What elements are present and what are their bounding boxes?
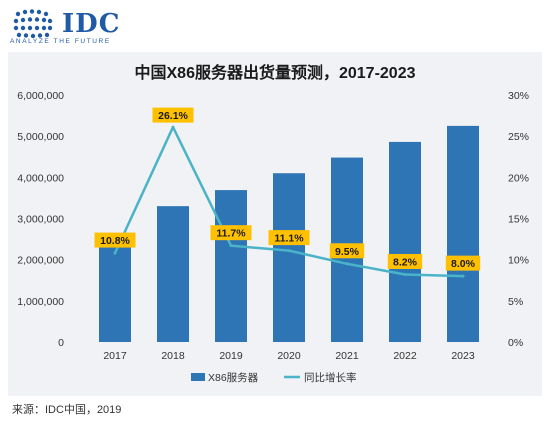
x-tick-label: 2018 [161,350,185,362]
bar [215,190,247,342]
bar [99,232,131,342]
data-label-text: 11.1% [274,233,304,245]
data-label: 8.2% [387,253,423,269]
line-point [113,251,117,255]
y-right-tick-label: 0% [508,337,523,349]
data-labels: 10.8% 26.1% 11.7% 11.1% 9.5% 8.2% 8.0% [94,107,481,271]
y-left-tick-label: 3,000,000 [17,214,64,226]
line-series [113,125,465,278]
legend: X86服务器 同比增长率 [191,371,357,384]
x-tick-label: 2017 [103,350,127,362]
data-label-box [329,243,365,259]
data-label: 11.1% [268,230,310,246]
bar [389,141,421,342]
y-left-tick-label: 5,000,000 [17,131,64,143]
legend-bar-label: X86服务器 [208,371,259,384]
x-tick-label: 2021 [335,350,359,362]
y-axis-left: 0 1,000,000 2,000,000 3,000,000 4,000,000 5,0… [17,90,64,349]
x-axis: 2017 2018 2019 2020 2021 2022 2023 [103,350,475,362]
chart-panel: 中国X86服务器出货量预测，2017-2023 0 1,000,000 2,000,… [8,52,542,396]
data-label-box [210,225,252,241]
y-left-tick-label: 0 [58,337,64,349]
y-right-tick-label: 30% [508,90,529,102]
idc-logo: IDC ANALYZE THE FUTURE [10,6,160,46]
data-label-text: 8.2% [393,256,418,268]
line-point [345,262,349,266]
data-label-text: 9.5% [335,246,360,258]
x-tick-label: 2023 [451,350,475,362]
data-label-text: 26.1% [158,110,188,122]
data-label: 10.8% [94,232,136,248]
y-axis-right: 0% 5% 10% 15% 20% 25% 30% [508,90,529,349]
x-tick-label: 2019 [219,350,243,362]
y-right-tick-label: 20% [508,172,529,184]
y-right-tick-label: 15% [508,214,529,226]
y-left-tick-label: 1,000,000 [17,296,64,308]
line-point [403,272,407,276]
logo-tagline: ANALYZE THE FUTURE [10,38,111,45]
y-left-tick-label: 6,000,000 [17,90,64,102]
line-point [171,125,175,129]
y-right-tick-label: 5% [508,296,523,308]
y-right-tick-label: 10% [508,255,529,267]
data-label-text: 11.7% [216,228,246,240]
chart-title: 中国X86服务器出货量预测，2017-2023 [135,63,416,82]
y-right-tick-label: 25% [508,131,529,143]
bar [157,206,189,342]
data-label: 11.7% [210,225,252,241]
data-label-text: 10.8% [100,235,130,247]
data-label-box [152,107,194,123]
line-point [461,274,465,278]
data-label: 26.1% [152,107,194,123]
bar [273,173,305,342]
bar [447,125,479,342]
globe-icon [13,9,53,38]
y-left-tick-label: 4,000,000 [17,172,64,184]
data-label-box [445,255,481,271]
legend-line-label: 同比增长率 [304,371,357,384]
chart-svg: 中国X86服务器出货量预测，2017-2023 0 1,000,000 2,000,… [17,63,529,384]
line-point [229,244,233,248]
data-label-text: 8.0% [451,258,476,270]
source-note: 来源：IDC中国，2019 [12,404,122,416]
logo-text: IDC [62,9,121,39]
x-tick-label: 2020 [277,350,301,362]
legend-bar-swatch [191,373,205,381]
data-label: 8.0% [445,255,481,271]
data-label-box [387,253,423,269]
data-label-box [94,232,136,248]
line-point [287,249,291,253]
x-tick-label: 2022 [393,350,417,362]
data-label: 9.5% [329,243,365,259]
y-left-tick-label: 2,000,000 [17,255,64,267]
data-label-box [268,230,310,246]
